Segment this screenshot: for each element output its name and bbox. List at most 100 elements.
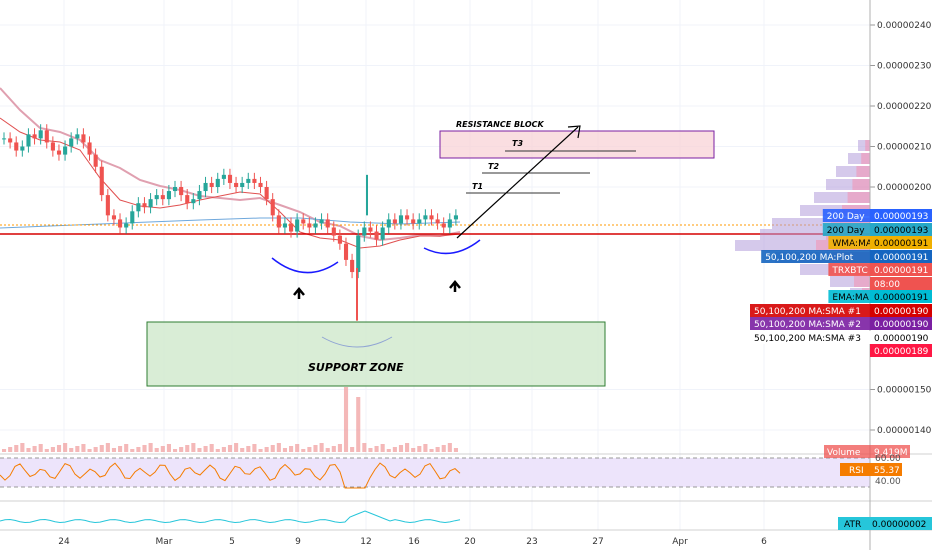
volume-bar bbox=[142, 445, 147, 452]
volume-value: 9.419M bbox=[874, 448, 908, 458]
price-label-value-bg bbox=[870, 250, 932, 263]
candle-body bbox=[337, 235, 342, 244]
time-tick-label: 23 bbox=[526, 537, 537, 547]
time-tick-label: Apr bbox=[672, 537, 688, 547]
volume-bar bbox=[423, 444, 428, 452]
price-label-name: 200 Day bbox=[827, 226, 865, 236]
volume-profile-bar-sell bbox=[852, 179, 870, 190]
volume-bar bbox=[56, 445, 62, 452]
candle-body bbox=[63, 146, 68, 155]
price-label-value: 0.00000193 bbox=[874, 226, 928, 236]
volume-bar bbox=[227, 445, 233, 452]
trend-arrow bbox=[456, 126, 579, 239]
candle-body bbox=[166, 191, 171, 200]
volume-bar bbox=[282, 448, 288, 452]
volume-bar bbox=[307, 447, 312, 452]
volume-bar bbox=[124, 444, 129, 452]
candle-body bbox=[325, 219, 330, 228]
volume-bar bbox=[380, 444, 385, 452]
volume-bar bbox=[63, 443, 68, 452]
volume-bar bbox=[441, 445, 446, 452]
candle-body bbox=[447, 219, 452, 228]
support-zone[interactable] bbox=[146, 321, 606, 387]
volume-bar bbox=[185, 445, 190, 452]
candle-body bbox=[87, 142, 92, 155]
time-axis[interactable]: 24 Mar 5 9 12 16 20 23 27 Apr 6 bbox=[58, 537, 767, 547]
candle-body bbox=[398, 215, 404, 224]
candle-body bbox=[136, 203, 141, 212]
atr-line bbox=[0, 510, 461, 524]
candle-body bbox=[301, 219, 306, 224]
time-tick-label: 20 bbox=[464, 537, 476, 547]
price-label-value: 0.00000193 bbox=[874, 212, 928, 222]
volume-bar bbox=[319, 443, 324, 452]
ma-line-pink bbox=[0, 87, 461, 242]
volume-bar bbox=[356, 397, 361, 452]
candle-body bbox=[252, 178, 257, 183]
time-tick-label: 24 bbox=[58, 537, 70, 547]
price-axis[interactable]: 0.00000240 0.00000230 0.00000220 0.00000210… bbox=[870, 21, 932, 436]
volume-bar bbox=[87, 449, 92, 452]
price-tick-label: 0.00000230 bbox=[877, 62, 932, 72]
candle-body bbox=[160, 195, 165, 200]
volume-profile-bar-sell bbox=[856, 166, 870, 177]
volume-bar bbox=[111, 448, 117, 452]
rsi-label: RSI bbox=[849, 466, 864, 476]
volume-profile-bar bbox=[858, 140, 870, 151]
volume-profile-bar bbox=[848, 153, 870, 164]
price-label-value: 0.00000190 bbox=[874, 334, 929, 344]
candle-body bbox=[124, 223, 129, 228]
price-label-value-bg bbox=[870, 290, 932, 303]
candle-body bbox=[350, 259, 355, 273]
time-tick-label: 12 bbox=[360, 537, 371, 547]
candle-body bbox=[130, 211, 135, 224]
volume-bar bbox=[234, 443, 239, 452]
volume-bar bbox=[38, 444, 43, 452]
candle-body bbox=[423, 215, 428, 220]
candle-body bbox=[227, 174, 233, 183]
volume-bar bbox=[368, 448, 373, 452]
price-label-name: EMA:MA bbox=[832, 293, 869, 303]
volume-profile-bar-sell bbox=[847, 192, 870, 203]
volume-bar bbox=[8, 447, 13, 452]
candle-body bbox=[276, 215, 281, 228]
volume-bar bbox=[264, 447, 269, 452]
rsi-label-bg bbox=[840, 463, 870, 476]
resistance-block-zone[interactable] bbox=[439, 130, 715, 159]
candle-body bbox=[142, 203, 147, 208]
price-label-name-bg bbox=[750, 331, 870, 344]
price-tick-label: 0.00000240 bbox=[877, 21, 932, 31]
candle-body bbox=[313, 223, 318, 228]
candle-body bbox=[411, 219, 416, 224]
candle-body bbox=[289, 223, 294, 232]
price-label-name: 50,100,200 MA:Plot bbox=[765, 253, 854, 263]
volume-bar bbox=[350, 447, 355, 452]
candle-body bbox=[417, 219, 422, 224]
volume-bar bbox=[405, 443, 410, 452]
candle-body bbox=[380, 227, 385, 240]
candle-body bbox=[386, 219, 391, 228]
ma-line-blue bbox=[0, 217, 461, 229]
candle-body bbox=[441, 223, 446, 228]
bottom-curve-right bbox=[423, 239, 481, 255]
volume-bar bbox=[343, 387, 349, 452]
volume-pane bbox=[2, 387, 458, 452]
volume-label: Volume bbox=[827, 448, 861, 458]
price-label-name-bg bbox=[828, 263, 870, 276]
rsi-value: 55.37 bbox=[874, 466, 900, 476]
candle-body bbox=[154, 195, 159, 200]
volume-profile-bar bbox=[772, 218, 870, 229]
volume-bar bbox=[179, 447, 184, 452]
candle-body bbox=[32, 134, 37, 139]
rsi-band bbox=[0, 458, 870, 487]
volume-bar bbox=[93, 447, 98, 452]
volume-bar bbox=[50, 447, 55, 452]
volume-bar bbox=[44, 449, 49, 452]
trend-arrow-head bbox=[567, 125, 581, 139]
atr-value: 0.00000002 bbox=[872, 520, 926, 530]
candle-body bbox=[14, 142, 19, 151]
price-tick-label: 0.00000210 bbox=[877, 143, 932, 153]
candle-body bbox=[356, 235, 361, 273]
time-tick-label: 16 bbox=[408, 537, 420, 547]
